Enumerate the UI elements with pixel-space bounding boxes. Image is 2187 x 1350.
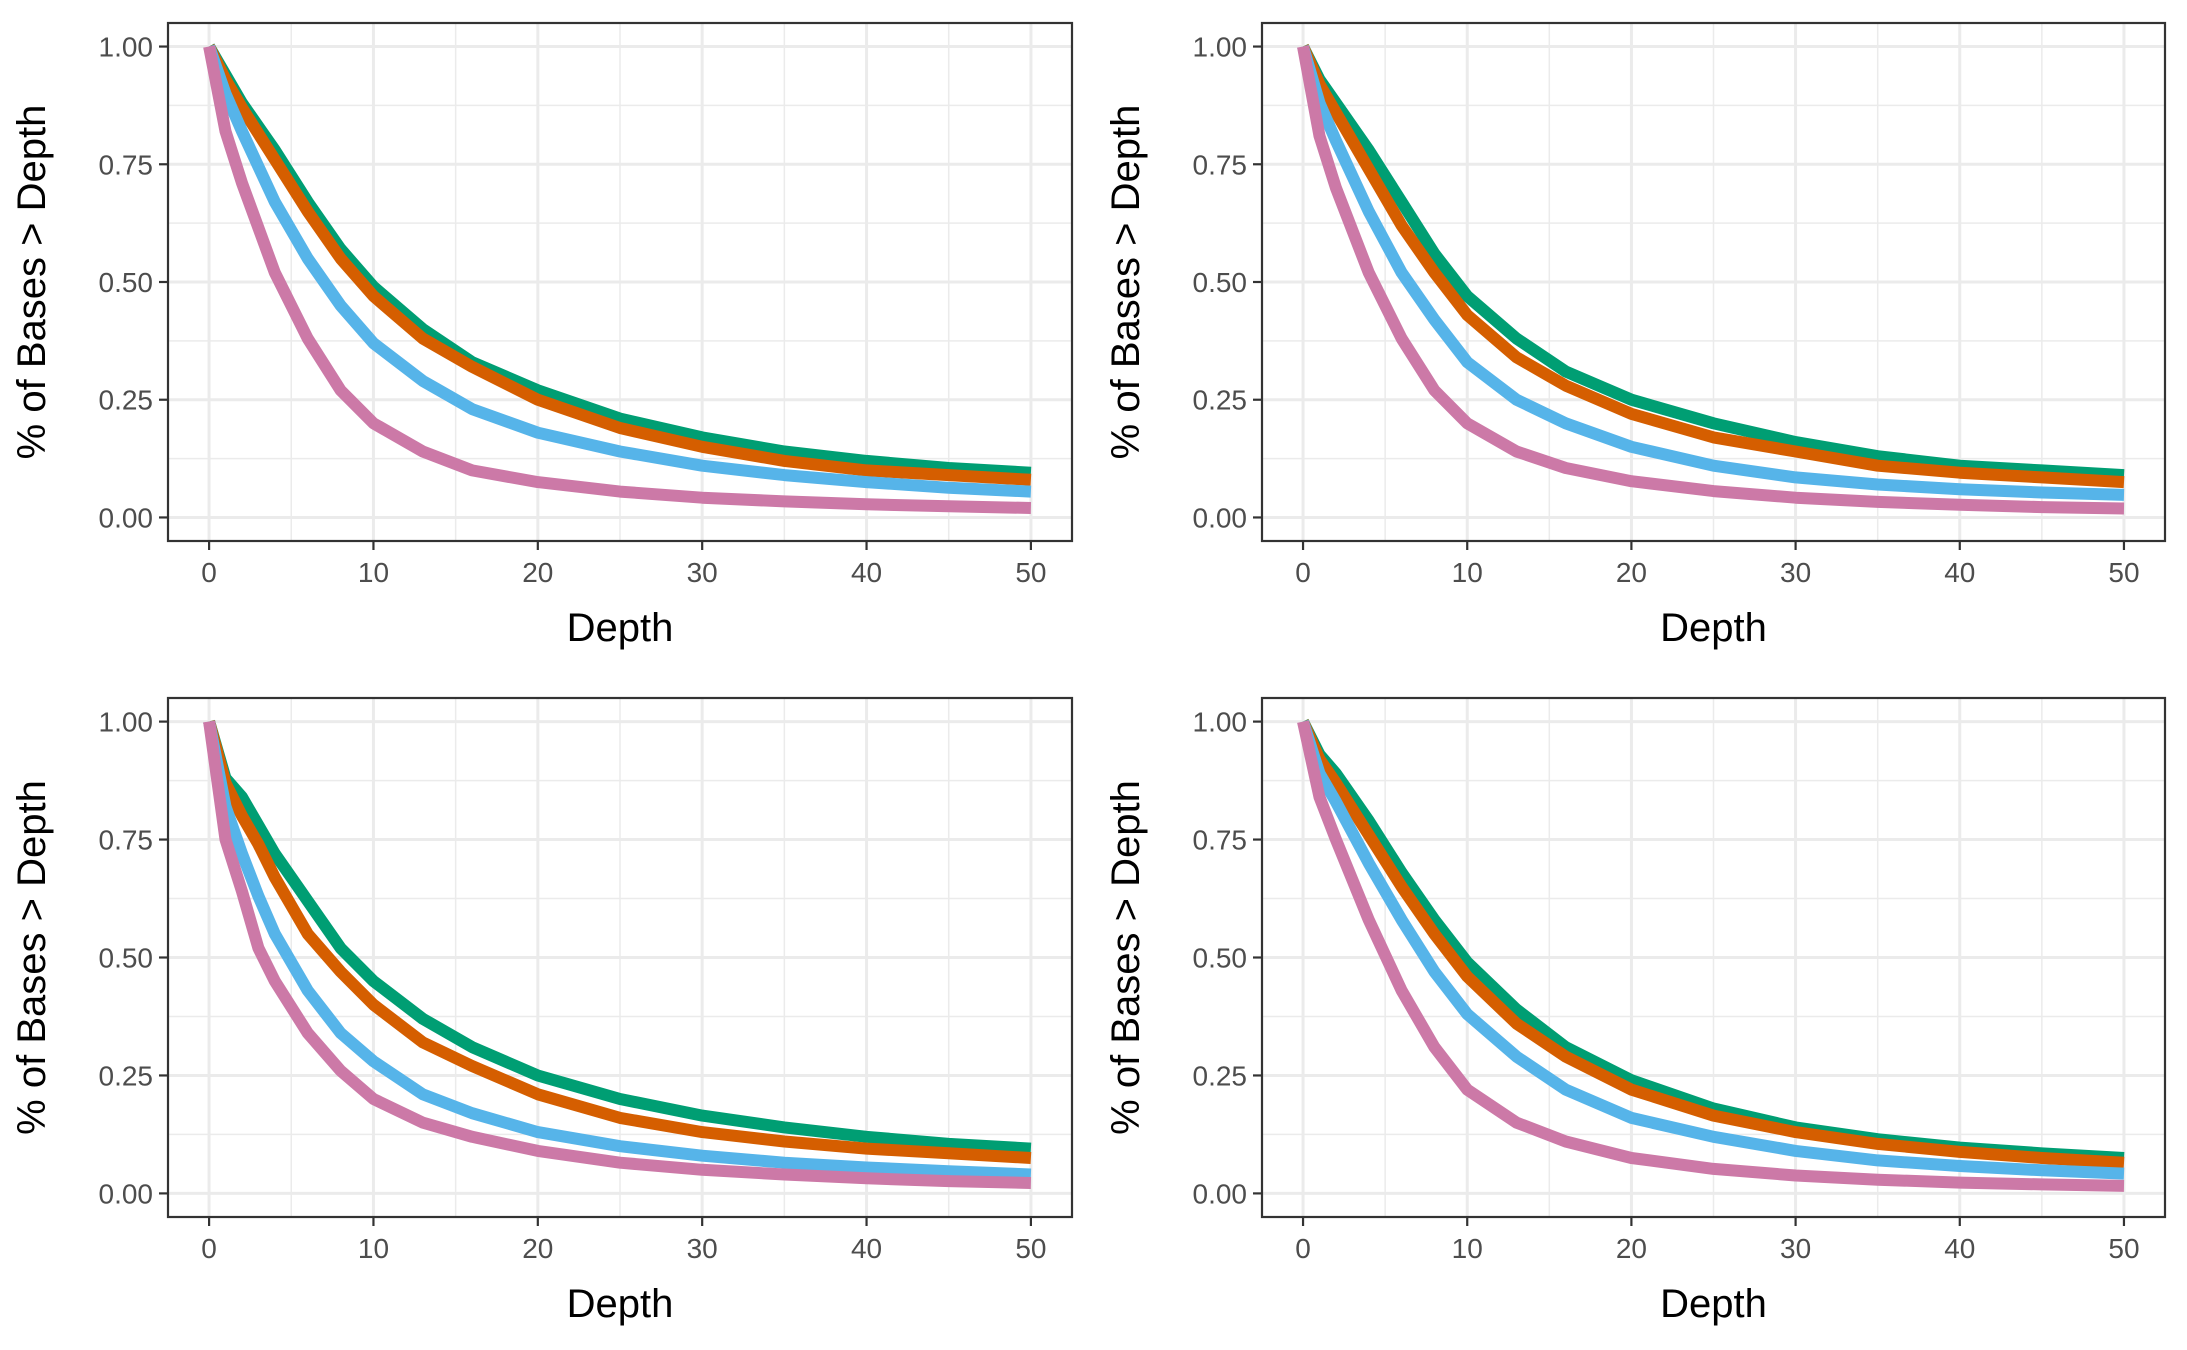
x-tick-label: 30 — [687, 557, 718, 588]
x-tick-label: 40 — [851, 557, 882, 588]
x-tick-label: 50 — [2108, 557, 2139, 588]
x-tick-label: 50 — [2108, 1233, 2139, 1264]
y-tick-label: 0.25 — [1193, 385, 1248, 416]
y-tick-label: 0.75 — [99, 825, 154, 856]
x-tick-label: 10 — [358, 1233, 389, 1264]
x-axis-title: Depth — [1660, 1282, 1767, 1326]
x-tick-label: 50 — [1015, 1233, 1046, 1264]
y-tick-label: 0.75 — [1193, 825, 1248, 856]
y-tick-label: 0.50 — [1193, 267, 1248, 298]
series-line-4 — [1297, 45, 2125, 515]
x-tick-label: 10 — [1452, 1233, 1483, 1264]
y-tick-label: 1.00 — [99, 32, 154, 63]
y-axis-title: % of Bases > Depth — [10, 780, 54, 1135]
series-line-4 — [203, 720, 1032, 1189]
series-line-3 — [1297, 719, 2125, 1180]
y-tick-label: 0.75 — [1193, 149, 1248, 180]
y-tick-label: 0.00 — [1193, 1178, 1248, 1209]
chart-panel-2: 0 10 20 30 40 50 0.00 0.25 0.50 0.75 1.00 Depth % of… — [1104, 21, 2167, 650]
y-tick-label: 0.25 — [99, 385, 154, 416]
x-tick-label: 30 — [1780, 1233, 1811, 1264]
x-tick-label: 30 — [687, 1233, 718, 1264]
x-tick-label: 0 — [201, 557, 217, 588]
series-line-1 — [1297, 43, 2125, 482]
x-axis-title: Depth — [1660, 606, 1767, 650]
y-tick-label: 0.00 — [1193, 502, 1248, 533]
y-tick-label: 0.50 — [1193, 943, 1248, 974]
y-tick-label: 0.50 — [99, 267, 154, 298]
x-tick-label: 10 — [358, 557, 389, 588]
x-axis-title: Depth — [567, 606, 674, 650]
x-tick-label: 20 — [522, 557, 553, 588]
y-axis-title: % of Bases > Depth — [1104, 105, 1148, 460]
x-tick-label: 40 — [1944, 557, 1975, 588]
x-tick-label: 40 — [1944, 1233, 1975, 1264]
y-tick-label: 1.00 — [1193, 707, 1248, 738]
x-tick-label: 50 — [1015, 557, 1046, 588]
chart-panel-1: 0 10 20 30 40 50 0.00 0.25 0.50 0.75 1.00 Depth % of… — [10, 21, 1074, 650]
series-line-3 — [203, 44, 1032, 498]
series-line-1 — [203, 719, 1032, 1155]
x-tick-label: 0 — [1295, 557, 1311, 588]
series-line-2 — [203, 43, 1032, 486]
y-tick-label: 0.00 — [99, 1178, 154, 1209]
series-line-4 — [1297, 720, 2125, 1192]
x-tick-label: 30 — [1780, 557, 1811, 588]
x-tick-label: 0 — [201, 1233, 217, 1264]
x-tick-label: 20 — [522, 1233, 553, 1264]
y-tick-label: 1.00 — [99, 707, 154, 738]
series-line-3 — [1297, 44, 2125, 501]
x-tick-label: 40 — [851, 1233, 882, 1264]
x-axis-title: Depth — [567, 1282, 674, 1326]
x-tick-label: 0 — [1295, 1233, 1311, 1264]
x-tick-label: 10 — [1452, 557, 1483, 588]
chart-panel-4: 0 10 20 30 40 50 0.00 0.25 0.50 0.75 1.00 Depth % of… — [1104, 696, 2167, 1326]
y-tick-label: 0.50 — [99, 943, 154, 974]
y-tick-label: 0.75 — [99, 149, 154, 180]
x-tick-label: 20 — [1616, 1233, 1647, 1264]
series-line-2 — [1297, 44, 2125, 489]
y-tick-label: 1.00 — [1193, 32, 1248, 63]
chart-panel-3: 0 10 20 30 40 50 0.00 0.25 0.50 0.75 1.00 Depth % of… — [10, 696, 1074, 1326]
series-line-3 — [203, 720, 1032, 1181]
series-line-4 — [203, 45, 1032, 514]
y-axis-title: % of Bases > Depth — [10, 105, 54, 460]
y-tick-label: 0.00 — [99, 502, 154, 533]
series-line-2 — [203, 720, 1032, 1164]
x-tick-label: 20 — [1616, 557, 1647, 588]
y-tick-label: 0.25 — [99, 1060, 154, 1091]
y-tick-label: 0.25 — [1193, 1060, 1248, 1091]
y-axis-title: % of Bases > Depth — [1104, 780, 1148, 1135]
series-line-2 — [1297, 719, 2125, 1169]
